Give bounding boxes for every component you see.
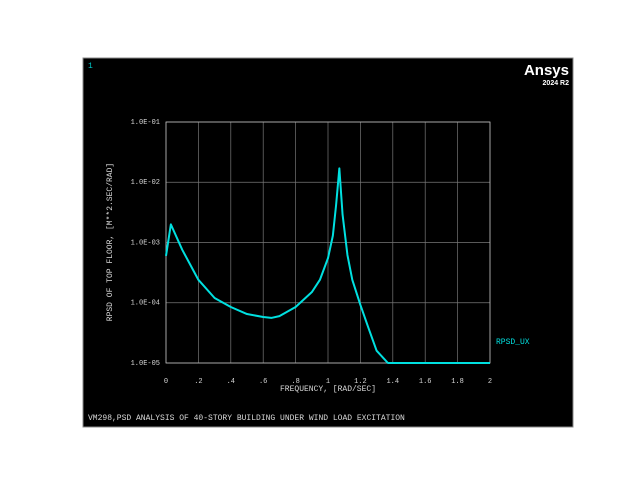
y-axis-label: RPSD OF TOP FLOOR, [M**2.SEC/RAD] <box>106 163 115 321</box>
x-tick-label: .6 <box>259 378 267 386</box>
y-tick-label: 1.0E-05 <box>131 360 160 368</box>
x-tick-label: 1.6 <box>419 378 432 386</box>
plot-frame <box>165 121 491 364</box>
x-tick-label: 1.4 <box>386 378 399 386</box>
data-line <box>165 167 490 364</box>
x-tick-label: 2 <box>488 378 492 386</box>
x-tick-label: 1.8 <box>451 378 464 386</box>
version: 2024 R2 <box>543 80 570 87</box>
y-tick-label: 1.0E-04 <box>131 300 160 308</box>
x-tick-label: 1 <box>326 378 330 386</box>
x-tick-label: .2 <box>194 378 202 386</box>
y-tick-label: 1.0E-01 <box>131 119 160 127</box>
x-tick-label: 0 <box>164 378 168 386</box>
brand: Ansys <box>524 62 569 79</box>
x-tick-label: 1.2 <box>354 378 367 386</box>
y-tick-label: 1.0E-02 <box>131 179 160 187</box>
legend-entry: RPSD_UX <box>496 338 530 347</box>
x-tick-label: .8 <box>291 378 299 386</box>
frame-number: 1 <box>88 62 93 71</box>
chart-title: VM298,PSD ANALYSIS OF 40-STORY BUILDING … <box>88 414 405 423</box>
x-tick-label: .4 <box>227 378 235 386</box>
y-tick-label: 1.0E-03 <box>131 239 160 247</box>
x-axis-label: FREQUENCY, [RAD/SEC] <box>280 385 376 394</box>
